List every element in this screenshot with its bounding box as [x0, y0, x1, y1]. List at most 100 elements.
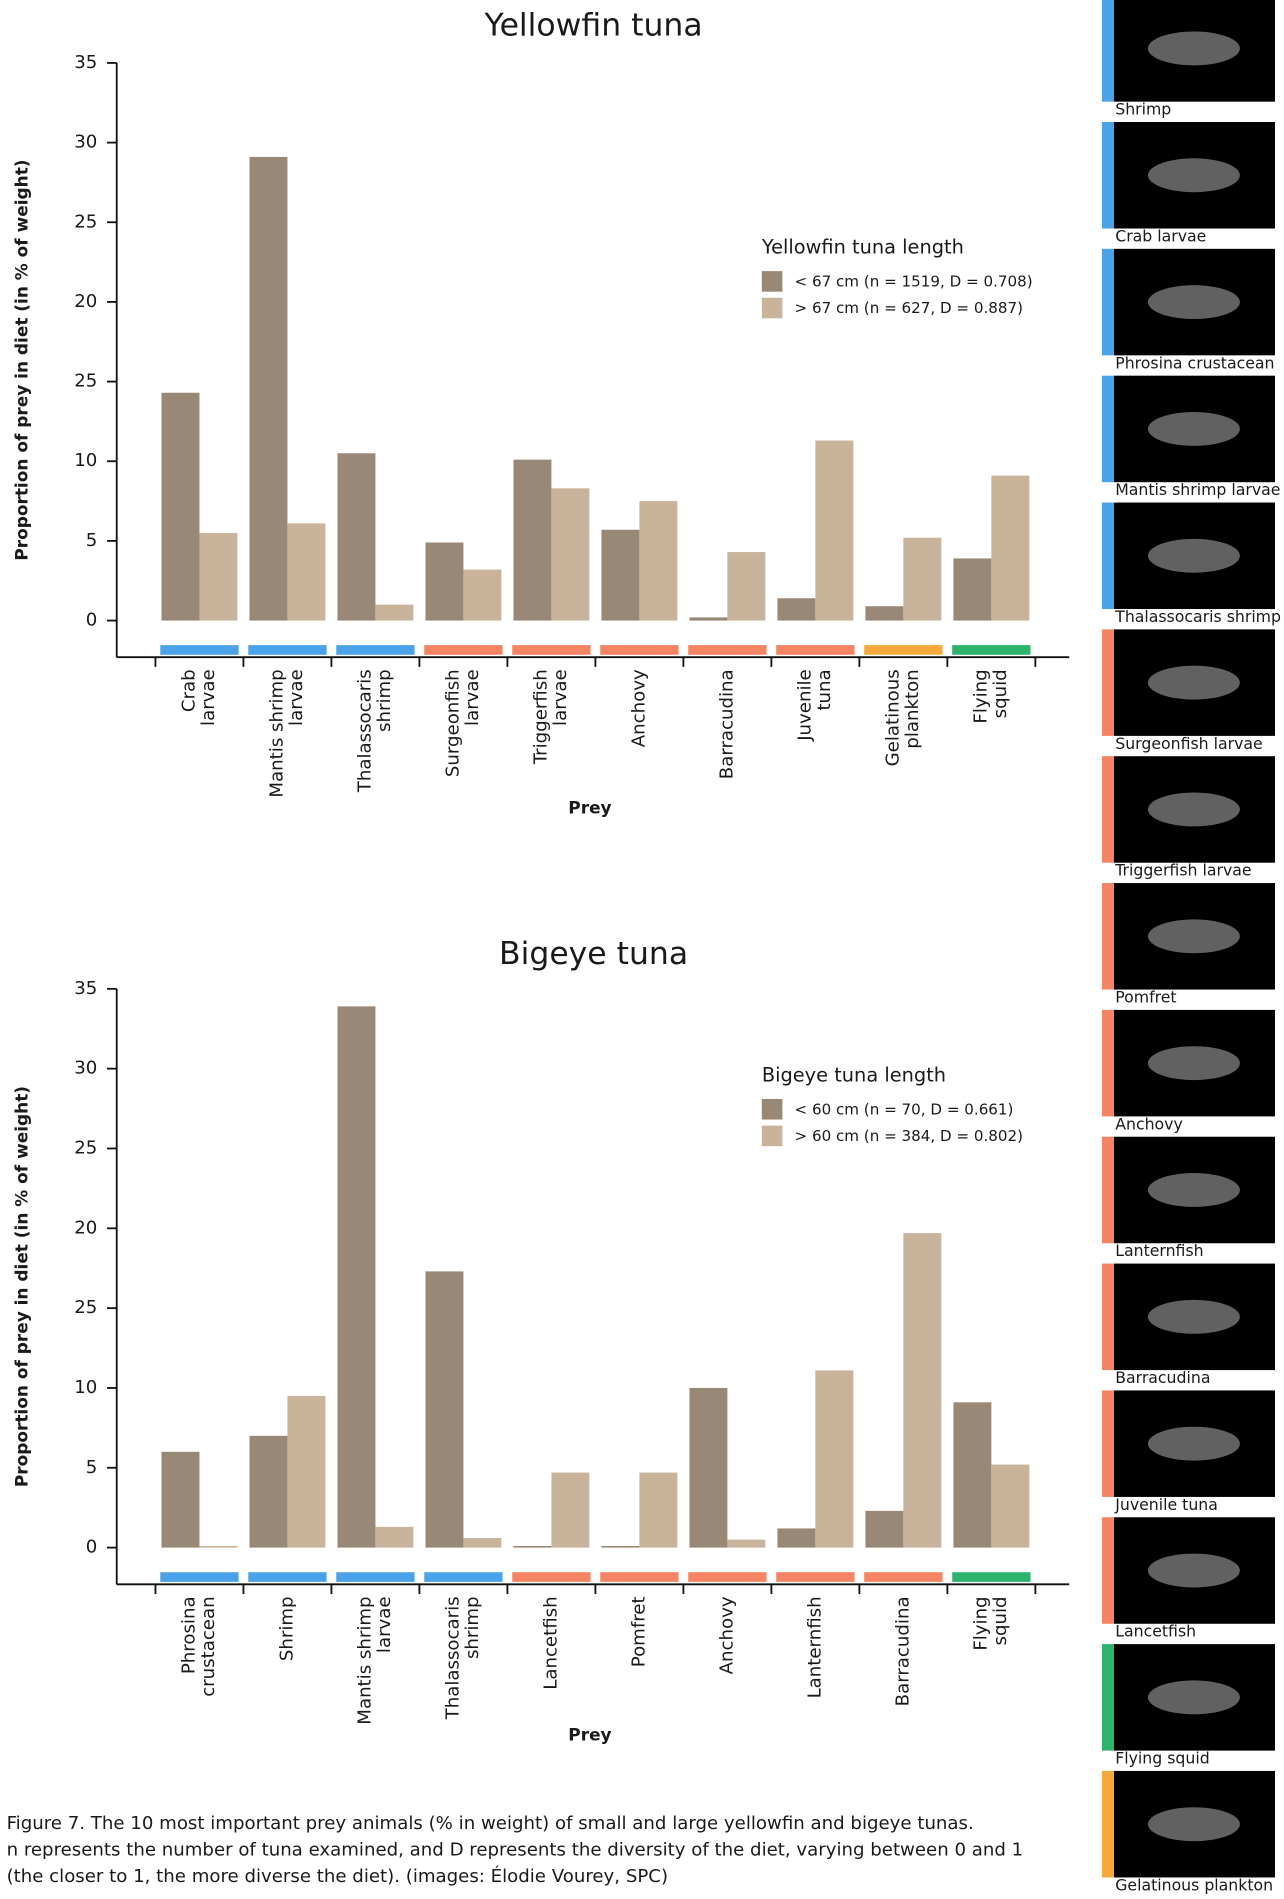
gallery-specimen — [1147, 285, 1240, 320]
gallery-label: Shrimp — [1115, 100, 1171, 119]
gallery-strip — [1101, 248, 1115, 356]
gallery-specimen — [1147, 31, 1240, 66]
category-group-bar — [248, 1572, 327, 1582]
bar — [639, 501, 678, 621]
x-axis-title: Prey — [568, 1725, 611, 1745]
legend-label: > 67 cm (n = 627, D = 0.887) — [795, 299, 1024, 317]
bar — [375, 1526, 414, 1548]
bar — [425, 542, 464, 621]
category-group-bar — [952, 645, 1031, 655]
gallery-strip — [1101, 1517, 1115, 1624]
x-tick-label: Flying — [971, 1596, 992, 1650]
gallery-strip — [1101, 122, 1115, 229]
x-tick-label: larvae — [374, 1596, 395, 1653]
category-group-bar — [864, 645, 943, 655]
gallery-specimen — [1147, 1046, 1240, 1081]
bar — [991, 475, 1030, 621]
bar — [777, 1528, 816, 1548]
y-tick-label: 0 — [86, 610, 98, 631]
x-tick-label: Mantis shrimp — [355, 1596, 376, 1724]
bar — [161, 392, 200, 621]
gallery-strip — [1101, 1770, 1115, 1878]
bar — [689, 1387, 728, 1548]
x-tick-label: larvae — [286, 669, 307, 726]
y-tick-label: 35 — [74, 52, 97, 73]
bar — [337, 453, 376, 621]
x-tick-label: Thalassocaris — [443, 1596, 464, 1720]
legend-label: > 60 cm (n = 384, D = 0.802) — [795, 1127, 1024, 1145]
x-tick-label: shrimp — [374, 669, 395, 732]
y-tick-label: 25 — [74, 211, 97, 232]
y-axis-title: Proportion of prey in diet (in % of weig… — [11, 1086, 31, 1487]
gallery-label: Phrosina crustacean — [1115, 353, 1274, 372]
category-group-bar — [688, 645, 767, 655]
x-tick-label: Juvenile — [795, 669, 816, 741]
bar — [991, 1464, 1030, 1548]
gallery-strip — [1101, 375, 1115, 483]
gallery-specimen — [1147, 1426, 1240, 1461]
bar — [601, 1546, 640, 1548]
category-group-bar — [600, 645, 679, 655]
category-group-bar — [160, 1572, 239, 1582]
gallery-strip — [1101, 1136, 1115, 1244]
gallery-label: Gelatinous plankton — [1115, 1875, 1273, 1894]
category-group-bar — [512, 1572, 591, 1582]
bar — [199, 532, 238, 621]
gallery-label: Juvenile tuna — [1114, 1495, 1218, 1514]
gallery-specimen — [1147, 1173, 1240, 1207]
gallery-strip — [1101, 756, 1115, 863]
x-axis-title: Prey — [568, 797, 611, 817]
bar — [425, 1271, 464, 1548]
bar — [601, 529, 640, 621]
y-axis-title: Proportion of prey in diet (in % of weig… — [11, 159, 31, 560]
category-group-bar — [688, 1572, 767, 1582]
x-tick-label: larvae — [198, 669, 219, 726]
gallery-strip — [1101, 629, 1115, 736]
gallery-specimen — [1147, 1807, 1240, 1842]
gallery-strip — [1101, 502, 1115, 610]
gallery-specimen — [1147, 1680, 1240, 1715]
legend-swatch — [761, 1125, 783, 1147]
y-tick-label: 25 — [74, 371, 97, 392]
bar — [865, 1510, 904, 1548]
legend-swatch — [761, 1098, 783, 1120]
y-tick-label: 30 — [74, 132, 97, 153]
caption-line: (the closer to 1, the more diverse the d… — [7, 1865, 668, 1887]
x-tick-label: Mantis shrimp — [267, 669, 288, 797]
x-tick-label: Lanternfish — [804, 1596, 825, 1698]
x-tick-label: Pomfret — [628, 1596, 649, 1667]
y-tick-label: 5 — [86, 530, 98, 551]
category-group-bar — [776, 645, 855, 655]
x-tick-label: Surgeonfish — [443, 669, 464, 777]
bar — [375, 604, 414, 621]
category-group-bar — [336, 1572, 415, 1582]
x-tick-label: Phrosina — [179, 1596, 200, 1674]
y-tick-label: 25 — [74, 1297, 97, 1318]
category-group-bar — [336, 645, 415, 655]
category-group-bar — [600, 1572, 679, 1582]
x-tick-label: Flying — [971, 669, 992, 723]
bar — [815, 440, 854, 621]
category-group-bar — [248, 645, 327, 655]
x-tick-label: Barracudina — [716, 669, 737, 779]
gallery-specimen — [1147, 1553, 1240, 1588]
gallery-label: Lanternfish — [1115, 1241, 1203, 1260]
gallery-specimen — [1147, 1299, 1240, 1334]
gallery-specimen — [1147, 919, 1240, 954]
bar — [249, 1435, 288, 1548]
category-group-bar — [160, 645, 239, 655]
gallery-label: Pomfret — [1115, 988, 1176, 1007]
x-tick-label: Barracudina — [892, 1596, 913, 1706]
chart-title: Yellowfin tuna — [484, 8, 703, 44]
gallery-strip — [1101, 883, 1115, 990]
x-tick-label: Thalassocaris — [355, 669, 376, 793]
y-tick-label: 30 — [74, 1058, 97, 1079]
x-tick-label: Crab — [179, 669, 200, 712]
bar — [513, 459, 552, 621]
bar — [199, 1546, 238, 1548]
y-tick-label: 20 — [74, 1217, 97, 1238]
bar — [249, 156, 288, 621]
category-group-bar — [952, 1572, 1031, 1582]
y-tick-label: 5 — [86, 1457, 98, 1478]
